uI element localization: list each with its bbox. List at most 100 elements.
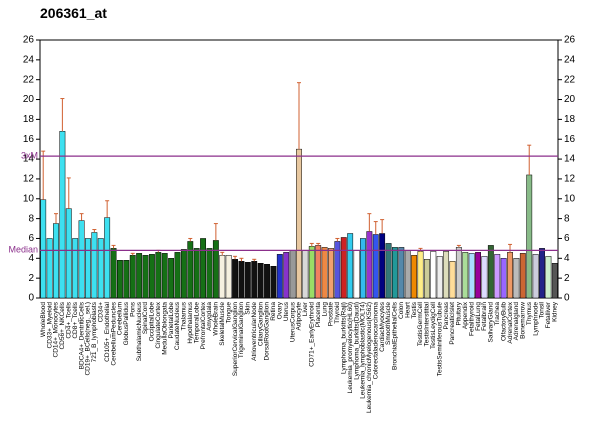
x-tick-label: CaudateNucleus bbox=[174, 301, 181, 350]
x-tick-label: Lung bbox=[321, 302, 328, 317]
y2-tick-label: 16 bbox=[564, 134, 576, 145]
x-tick-label: Amygdala bbox=[206, 302, 213, 331]
x-tick-label: Kidney bbox=[552, 301, 559, 322]
y2-tick-label: 18 bbox=[564, 114, 576, 125]
x-tick-label: Appendix bbox=[462, 301, 469, 329]
bar bbox=[353, 250, 360, 299]
bar bbox=[193, 248, 200, 299]
bar bbox=[161, 253, 168, 299]
y-tick-label: 12 bbox=[23, 174, 35, 185]
y2-tick-label: 6 bbox=[564, 233, 570, 244]
x-tick-label: Fetalbrain bbox=[481, 302, 488, 331]
bar bbox=[46, 238, 53, 299]
bar bbox=[123, 260, 130, 299]
bar bbox=[78, 220, 85, 299]
y-tick-label: 6 bbox=[28, 233, 34, 244]
bar bbox=[308, 246, 315, 299]
bar bbox=[539, 248, 545, 299]
bar bbox=[104, 217, 111, 299]
x-tick-label: AtrioventricularNode bbox=[251, 302, 258, 361]
bar bbox=[423, 259, 430, 299]
x-tick-label: Lymphoma_burkitts(Daudi) bbox=[353, 302, 360, 380]
bar bbox=[136, 253, 143, 299]
x-tick-label: CD56+_NKCells bbox=[59, 301, 66, 349]
x-tick-label: Fetalthyroid bbox=[468, 302, 475, 336]
x-tick-label: OlfactoryBulb bbox=[500, 302, 507, 341]
x-tick-label: Leukemia_lymphoblastic(MOLT4) bbox=[360, 302, 367, 399]
y2-tick-label: 22 bbox=[564, 74, 576, 85]
bar bbox=[238, 261, 245, 299]
x-tick-label: TestisSeminiferousTubule bbox=[436, 302, 443, 377]
x-tick-label: CD14+_Monocytes bbox=[53, 301, 60, 357]
x-tick-label: CD8+_Tcells bbox=[72, 301, 79, 338]
x-tick-label: Pancreas bbox=[443, 301, 450, 329]
x-tick-label: CD4+_Tcells bbox=[65, 301, 72, 338]
bar bbox=[417, 251, 424, 299]
x-tick-label: PrefrontalCortex bbox=[200, 301, 207, 349]
x-tick-label: Skin bbox=[245, 302, 252, 315]
bar bbox=[148, 254, 155, 299]
x-tick-label: Colon bbox=[398, 302, 405, 319]
y-tick-label: 18 bbox=[23, 114, 35, 125]
x-tick-label: Leukemia_promyelocytic(HL60) bbox=[347, 302, 354, 393]
y-tick-label: 2 bbox=[28, 273, 34, 284]
x-tick-label: CD34+ bbox=[97, 302, 104, 323]
bar bbox=[551, 263, 558, 299]
bar bbox=[200, 238, 207, 299]
x-tick-label: WholeBlood bbox=[40, 302, 47, 337]
bar bbox=[168, 258, 175, 299]
bar bbox=[174, 252, 181, 299]
x-tick-label: SubthalamicNucleus bbox=[136, 301, 143, 361]
y-tick-label: 0 bbox=[28, 293, 34, 304]
bar bbox=[462, 252, 469, 299]
bar bbox=[481, 256, 488, 299]
x-tick-label: Tonsil bbox=[539, 301, 546, 318]
bar bbox=[244, 262, 251, 299]
x-tick-label: MedullaOblongata bbox=[161, 302, 168, 355]
x-tick-label: Thyroid bbox=[334, 302, 341, 324]
bar bbox=[436, 256, 443, 299]
x-tick-label: Cerebellum bbox=[117, 302, 124, 335]
x-tick-label: Lymphnode bbox=[532, 302, 539, 336]
bar bbox=[519, 253, 526, 299]
y2-tick-label: 12 bbox=[564, 174, 576, 185]
x-tick-label: Pons bbox=[129, 301, 136, 317]
bar bbox=[475, 252, 481, 299]
bar bbox=[398, 247, 405, 299]
y2-tick-label: 4 bbox=[564, 253, 570, 264]
x-tick-label: SuperiorCervicalGanglion bbox=[232, 302, 239, 376]
bar bbox=[296, 148, 302, 299]
x-tick-label: FetalLung bbox=[475, 302, 482, 331]
bar bbox=[500, 258, 507, 299]
y-tick-label: 26 bbox=[23, 35, 35, 46]
x-tick-label: SalivaryGland bbox=[488, 302, 495, 343]
bar bbox=[283, 252, 290, 299]
x-tick-label: Ovary bbox=[277, 301, 284, 319]
y-tick-label: 22 bbox=[23, 74, 35, 85]
bar bbox=[180, 249, 187, 299]
bar bbox=[155, 252, 162, 299]
x-tick-label: WholeBrain bbox=[213, 302, 220, 336]
x-tick-label: Liver bbox=[302, 301, 309, 316]
x-tick-label: Testis bbox=[411, 301, 418, 318]
bar bbox=[347, 233, 354, 299]
x-tick-label: Heart bbox=[404, 302, 411, 318]
bar bbox=[430, 251, 437, 299]
x-tick-label: PancreaticIslet bbox=[449, 302, 456, 345]
bar bbox=[212, 240, 219, 299]
reference-label: Median bbox=[8, 245, 38, 255]
x-tick-label: AdrenalCortex bbox=[507, 301, 514, 343]
x-tick-label: Prostate bbox=[328, 302, 335, 327]
x-tick-label: BronchialEpithelialCells bbox=[392, 301, 399, 370]
bar bbox=[487, 245, 494, 299]
x-tick-label: Lymphoma_burkitts(Raji) bbox=[340, 302, 347, 374]
bar bbox=[379, 233, 386, 299]
y-tick-label: 14 bbox=[23, 154, 35, 165]
x-tick-label: UterusCorpus bbox=[289, 301, 296, 342]
bar bbox=[65, 208, 72, 299]
x-tick-label: Hypothalamus bbox=[187, 301, 194, 343]
x-tick-label: CD105+_Endothelial bbox=[104, 301, 111, 361]
x-tick-label: BDCA4+_DentriticCells bbox=[78, 301, 85, 369]
y2-tick-label: 24 bbox=[564, 54, 576, 65]
